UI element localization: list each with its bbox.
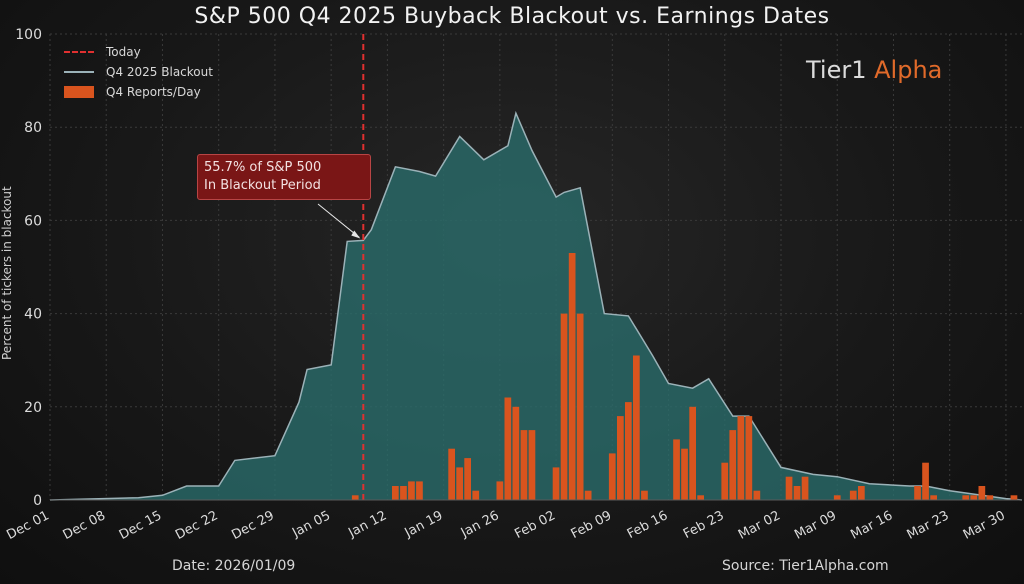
report-bar (617, 416, 624, 500)
blackout-annotation: 55.7% of S&P 500 In Blackout Period (197, 154, 371, 200)
today-swatch-icon (62, 51, 96, 53)
y-tick-label: 20 (24, 400, 42, 416)
report-bar (986, 495, 994, 500)
brand-part-1: Tier1 (806, 56, 875, 84)
x-tick-label: Feb 23 (681, 508, 727, 542)
report-bar (568, 253, 576, 500)
x-tick-label: Dec 15 (117, 508, 165, 543)
report-bar (584, 490, 592, 500)
brand-logo: Tier1 Alpha (806, 56, 942, 84)
x-tick-label: Dec 01 (4, 508, 52, 543)
annotation-arrowhead-icon (351, 230, 361, 239)
report-bar (833, 495, 841, 500)
report-bar (914, 486, 921, 500)
chart-title: S&P 500 Q4 2025 Buyback Blackout vs. Ear… (194, 4, 830, 29)
report-bar (512, 406, 520, 500)
report-bar (416, 481, 423, 500)
x-tick-label: Dec 22 (173, 508, 221, 543)
x-tick-label: Mar 09 (792, 508, 839, 542)
report-bar (552, 467, 560, 500)
x-tick-label: Jan 05 (289, 508, 333, 541)
report-bar (1010, 495, 1018, 500)
report-bar (504, 397, 512, 500)
report-bar (697, 495, 704, 500)
report-bar (689, 406, 696, 500)
report-bar (849, 490, 857, 500)
x-tick-label: Jan 12 (345, 508, 389, 541)
report-bar (753, 490, 761, 500)
report-bar (456, 467, 463, 500)
report-bar (681, 448, 688, 500)
y-tick-label: 60 (24, 213, 42, 229)
report-bar (464, 458, 471, 500)
x-tick-label: Dec 29 (229, 508, 277, 543)
x-tick-label: Feb 09 (569, 508, 615, 542)
report-bar (528, 430, 536, 500)
report-bar (729, 430, 737, 500)
blackout-area (50, 113, 1022, 500)
x-tick-label: Mar 30 (961, 508, 1008, 542)
y-tick-label: 80 (24, 120, 42, 136)
x-tick-label: Mar 16 (848, 508, 895, 542)
legend-label-today: Today (106, 45, 141, 59)
annotation-arrow (317, 203, 360, 238)
report-bar (448, 448, 455, 500)
y-tick-label: 100 (15, 27, 42, 43)
report-bar (785, 476, 793, 500)
report-bar (608, 453, 616, 500)
report-bar (392, 486, 399, 500)
report-bar (560, 313, 568, 500)
footer-source: Source: Tier1Alpha.com (722, 558, 889, 574)
legend-item-blackout: Q4 2025 Blackout (62, 62, 213, 82)
report-bar (625, 402, 632, 500)
report-bar (576, 313, 584, 500)
y-tick-label: 0 (33, 493, 42, 509)
legend-label-reports: Q4 Reports/Day (106, 85, 201, 99)
legend: Today Q4 2025 Blackout Q4 Reports/Day (62, 42, 213, 102)
footer-date: Date: 2026/01/09 (172, 558, 296, 574)
reports-swatch-icon (62, 86, 96, 98)
report-bar (673, 439, 680, 500)
report-bar (737, 416, 745, 500)
y-axis-label: Percent of tickers in blackout (0, 186, 14, 360)
x-tick-label: Jan 19 (402, 508, 446, 541)
report-bar (496, 481, 504, 500)
x-tick-label: Dec 08 (61, 508, 109, 543)
report-bar (408, 481, 415, 500)
report-bar (922, 462, 929, 500)
x-tick-label: Feb 16 (625, 508, 671, 542)
legend-item-today: Today (62, 42, 213, 62)
report-bar (930, 495, 937, 500)
report-bar (745, 416, 753, 500)
legend-item-reports: Q4 Reports/Day (62, 82, 213, 102)
report-bar (520, 430, 528, 500)
report-bar (793, 486, 801, 500)
report-bar (858, 486, 865, 500)
report-bar (400, 486, 407, 500)
blackout-swatch-icon (62, 71, 96, 73)
annotation-line-1: 55.7% of S&P 500 (204, 160, 322, 175)
report-bar (351, 495, 359, 500)
legend-label-blackout: Q4 2025 Blackout (106, 65, 213, 79)
report-bar (970, 495, 978, 500)
report-bar (721, 462, 729, 500)
report-bar (801, 476, 809, 500)
report-bar (472, 490, 480, 500)
x-tick-label: Mar 02 (736, 508, 783, 542)
report-bar (633, 355, 640, 500)
report-bar (978, 486, 986, 500)
annotation-line-2: In Blackout Period (204, 178, 321, 193)
x-tick-label: Feb 02 (512, 508, 558, 542)
x-tick-label: Mar 23 (905, 508, 952, 542)
report-bar (641, 490, 648, 500)
blackout-line (49, 110, 1023, 501)
y-tick-label: 40 (24, 307, 42, 323)
report-bar (962, 495, 970, 500)
x-tick-label: Jan 26 (458, 508, 502, 541)
brand-part-2: Alpha (874, 56, 943, 84)
